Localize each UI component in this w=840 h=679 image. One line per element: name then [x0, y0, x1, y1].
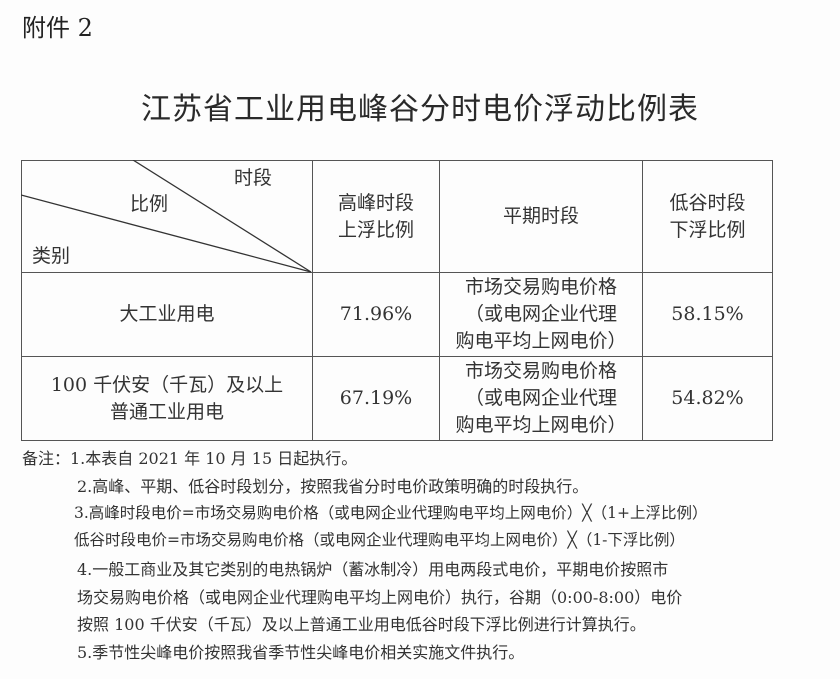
row-peak: 67.19%: [312, 356, 440, 441]
attachment-label: 附件 2: [22, 14, 93, 42]
header-valley: 低谷时段 下浮比例: [642, 160, 773, 273]
row-valley: 58.15%: [642, 272, 773, 357]
note-3a: 3.高峰时段电价=市场交易购电价格（或电网企业代理购电平均上网电价）╳（1+上浮…: [74, 504, 708, 522]
page-title: 江苏省工业用电峰谷分时电价浮动比例表: [141, 92, 699, 127]
corner-diagonal-lines: [21, 160, 312, 273]
note-4c: 按照 100 千伏安（千瓦）及以上普通工业用电低谷时段下浮比例进行计算执行。: [77, 615, 646, 634]
corner-ratio: 比例: [130, 193, 169, 215]
corner-category: 类别: [32, 245, 71, 267]
row-flat: 市场交易购电价格 （或电网企业代理 购电平均上网电价）: [439, 356, 643, 441]
note-2: 2.高峰、平期、低谷时段划分，按照我省分时电价政策明确的时段执行。: [77, 477, 589, 496]
note-4b: 场交易购电价格（或电网企业代理购电平均上网电价）执行，谷期（0:00-8:00）…: [77, 588, 683, 607]
corner-period: 时段: [234, 167, 273, 189]
diagonal-line: [21, 194, 312, 273]
diagonal-line: [132, 160, 312, 273]
row-flat: 市场交易购电价格 （或电网企业代理 购电平均上网电价）: [439, 272, 643, 357]
row-peak: 71.96%: [312, 272, 440, 357]
table-row: 大工业用电 71.96% 市场交易购电价格 （或电网企业代理 购电平均上网电价） 5…: [21, 272, 773, 357]
header-flat: 平期时段: [439, 160, 643, 273]
row-valley: 54.82%: [642, 356, 773, 441]
row-category: 100 千伏安（千瓦）及以上 普通工业用电: [21, 356, 313, 441]
corner-cell: 时段 比例 类别: [21, 160, 313, 273]
table-header-row: 时段 比例 类别 高峰时段 上浮比例 平期时段 低谷时段 下浮比例: [21, 160, 773, 273]
price-ratio-table: 时段 比例 类别 高峰时段 上浮比例 平期时段 低谷时段 下浮比例 大工业用电 71…: [21, 160, 773, 441]
row-category: 大工业用电: [21, 272, 313, 357]
note-4a: 4.一般工商业及其它类别的电热锅炉（蓄冰制冷）用电两段式电价，平期电价按照市: [77, 560, 669, 579]
header-peak: 高峰时段 上浮比例: [312, 160, 440, 273]
note-3b: 低谷时段电价=市场交易购电价格（或电网企业代理购电平均上网电价）╳（1-下浮比例…: [74, 531, 685, 549]
table-row: 100 千伏安（千瓦）及以上 普通工业用电 67.19% 市场交易购电价格 （或电网…: [21, 356, 773, 441]
note-5: 5.季节性尖峰电价按照我省季节性尖峰电价相关实施文件执行。: [77, 643, 525, 662]
note-1: 备注：1.本表自 2021 年 10 月 15 日起执行。: [22, 449, 358, 468]
